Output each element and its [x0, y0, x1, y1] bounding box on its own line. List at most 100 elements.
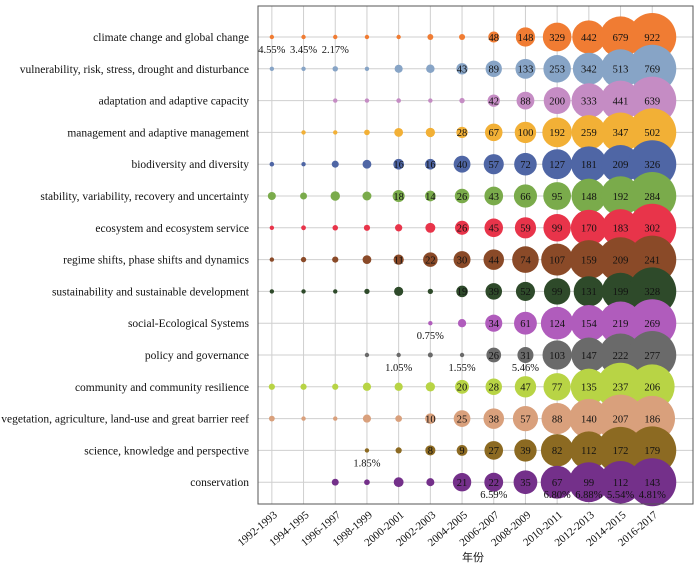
bubble — [514, 217, 537, 239]
bubble-value: 237 — [613, 383, 629, 394]
bubble-value: 259 — [581, 128, 597, 139]
bubble — [425, 413, 436, 424]
bubble — [428, 98, 433, 103]
bubble — [396, 352, 401, 358]
bubble — [484, 123, 503, 142]
percent-annotation: 4.81% — [639, 490, 666, 501]
bubble — [456, 285, 468, 298]
bubble — [457, 319, 467, 328]
bubble — [456, 63, 468, 75]
bubble-value: 21 — [457, 478, 468, 489]
bubble-value: 922 — [644, 33, 660, 44]
bubble — [301, 66, 306, 72]
bubble-value: 148 — [518, 33, 534, 44]
bubble — [364, 34, 370, 40]
bubble — [364, 66, 370, 72]
bubble-value: 43 — [457, 65, 468, 76]
bubble-value: 502 — [644, 128, 660, 139]
bubble-value: 441 — [613, 96, 629, 107]
bubble-value: 277 — [644, 351, 660, 362]
bubble — [542, 117, 572, 148]
row-label: vegetation, agriculture, land-use and gr… — [1, 414, 249, 426]
bubble — [427, 352, 433, 358]
bubble-value: 44 — [489, 255, 500, 266]
row-label: adaptation and adaptive capacity — [99, 96, 250, 108]
bubble-value: 207 — [613, 414, 629, 425]
bubble-value: 95 — [552, 192, 563, 203]
bubble-value: 10 — [425, 414, 436, 425]
bubble — [332, 225, 339, 231]
bubble — [543, 214, 571, 242]
bubble-value: 107 — [549, 255, 565, 266]
bubble-value: 27 — [489, 446, 500, 457]
bubble — [485, 314, 503, 332]
bubble — [425, 222, 436, 233]
bubble — [515, 281, 536, 301]
bubble — [423, 252, 438, 267]
bubble-value: 192 — [549, 128, 565, 139]
bubble-value: 186 — [644, 414, 660, 425]
bubble — [601, 144, 640, 184]
bubble-value: 99 — [584, 478, 595, 489]
bubble — [541, 402, 573, 435]
bubble — [484, 218, 504, 238]
bubble — [393, 158, 404, 170]
bubble-value: 159 — [581, 255, 597, 266]
bubble — [396, 34, 401, 40]
bubble-value: 442 — [581, 33, 597, 44]
bubble — [571, 83, 607, 118]
bubble — [572, 20, 606, 54]
bubble — [571, 337, 607, 373]
bubble-value: 199 — [613, 287, 629, 298]
bubble — [395, 415, 402, 422]
bubble — [454, 188, 470, 204]
bubble-value: 45 — [489, 224, 500, 235]
percent-annotation: 6.88% — [575, 490, 602, 501]
bubble — [393, 477, 404, 488]
bubble — [394, 382, 403, 391]
bubble — [300, 192, 308, 200]
bubble — [629, 364, 675, 410]
bubble — [331, 478, 339, 486]
bubble-value: 241 — [644, 255, 660, 266]
bubble — [426, 64, 435, 74]
bubble-value: 25 — [457, 414, 468, 425]
row-label: ecosystem and ecosystem service — [95, 223, 249, 235]
bubble — [363, 224, 371, 231]
bubble — [488, 31, 500, 43]
bubble — [364, 479, 370, 486]
bubble-value: 183 — [613, 224, 629, 235]
bubble-value: 148 — [581, 192, 597, 203]
bubble — [514, 121, 537, 144]
bubble — [330, 191, 340, 201]
row-label: management and adaptive management — [67, 127, 249, 139]
bubble — [333, 289, 338, 294]
bubble-value: 42 — [489, 96, 500, 107]
bubble-value: 67 — [489, 128, 500, 139]
bubble-value: 88 — [520, 96, 531, 107]
bubble — [514, 311, 537, 335]
bubble — [394, 224, 403, 232]
bubble — [362, 191, 372, 201]
bubble-value: 253 — [549, 65, 565, 76]
row-label: science, knowledge and perspective — [84, 445, 249, 457]
bubble — [514, 152, 537, 176]
bubble — [455, 379, 470, 394]
bubble-value: 209 — [613, 160, 629, 171]
bubble — [362, 382, 372, 391]
bubble — [301, 416, 306, 421]
bubble — [394, 286, 404, 296]
bubble-value: 16 — [393, 160, 404, 171]
percent-annotation: 4.55% — [258, 45, 285, 56]
bubble-value: 57 — [520, 414, 531, 425]
bubble — [485, 60, 502, 77]
bubble — [396, 98, 401, 103]
bubble-value: 40 — [457, 160, 468, 171]
bubble — [393, 254, 404, 265]
bubble-value: 342 — [581, 65, 597, 76]
bubble — [453, 155, 471, 173]
bubble — [427, 34, 434, 40]
bubble — [332, 383, 339, 390]
bubble-value: 140 — [581, 414, 597, 425]
